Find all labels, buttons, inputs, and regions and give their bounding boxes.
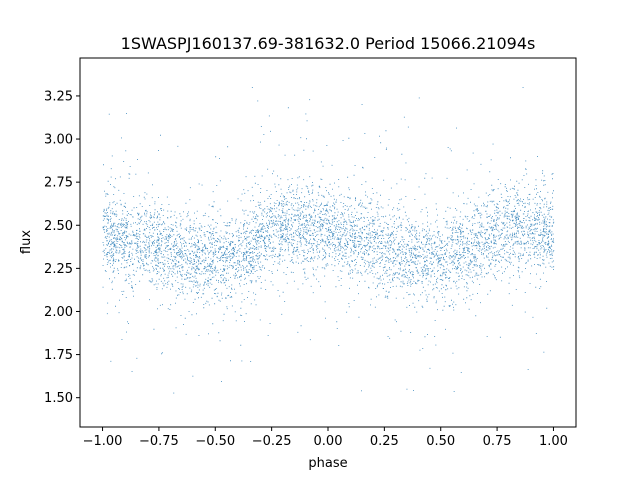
y-tick-label: 2.50 [44, 219, 73, 234]
y-tick-label: 1.75 [44, 348, 73, 363]
x-tick-label: −0.50 [195, 434, 235, 449]
y-tick-label: 3.00 [44, 133, 73, 148]
x-tick-label: −0.25 [252, 434, 292, 449]
data-points [102, 87, 555, 394]
y-axis-label: flux [19, 230, 34, 254]
x-tick-label: −1.00 [83, 434, 123, 449]
x-tick-label: 0.75 [483, 434, 512, 449]
y-tick-label: 2.75 [44, 176, 73, 191]
x-tick-label: 0.25 [370, 434, 399, 449]
y-tick-label: 3.25 [44, 89, 73, 104]
x-tick-label: 1.00 [539, 434, 568, 449]
x-tick-label: 0.00 [314, 434, 343, 449]
x-tick-label: 0.50 [426, 434, 455, 449]
x-tick-label: −0.75 [139, 434, 179, 449]
x-axis: −1.00 −0.75 −0.50 −0.25 0.00 0.25 0.50 0.75 1.00 [83, 427, 568, 449]
y-tick-label: 2.25 [44, 262, 73, 277]
scatter-points [102, 87, 555, 394]
chart-title: 1SWASPJ160137.69-381632.0 Period 15066.2… [121, 34, 536, 53]
x-axis-label: phase [308, 456, 347, 471]
y-tick-label: 1.50 [44, 391, 73, 406]
y-axis: 1.50 1.75 2.00 2.25 2.50 2.75 3.00 3.25 [44, 89, 80, 406]
y-tick-label: 2.00 [44, 305, 73, 320]
